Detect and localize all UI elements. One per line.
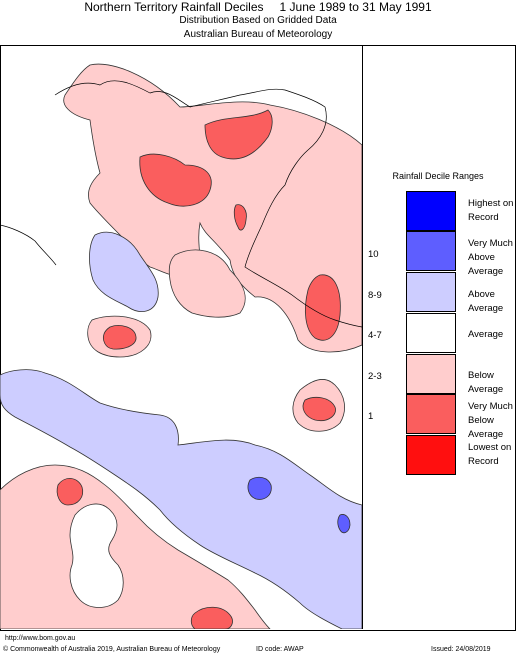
legend-code-8-9: 8-9: [368, 290, 382, 301]
very-much-below-region-2: [204, 109, 273, 160]
legend-label-very-much-below: Very Much Below Average: [468, 401, 513, 440]
footer-copyright: © Commonwealth of Australia 2019, Austra…: [3, 646, 221, 653]
very-much-below-region-1: [139, 153, 212, 207]
subtitle-agency: Australian Bureau of Meteorology: [183, 29, 333, 40]
legend-code-1: 1: [368, 411, 374, 422]
legend-swatch-below: [406, 354, 456, 394]
legend-label-above: Above Average: [468, 289, 504, 314]
below-average-region-southwest: [0, 464, 271, 629]
very-much-below-region-6: [302, 396, 336, 422]
footer-url-link[interactable]: http://www.bom.gov.au: [5, 635, 76, 642]
title-text: Northern Territory Rainfall Deciles: [84, 0, 264, 14]
very-much-above-region-1: [247, 476, 272, 500]
legend-label-below: Below Average: [468, 370, 504, 395]
below-average-region-central: [168, 249, 246, 318]
legend-swatch-very-much-above: [406, 231, 456, 271]
legend-swatch-above: [406, 272, 456, 312]
legend-code-2-3: 2-3: [368, 371, 382, 382]
map-title: Northern Territory Rainfall Deciles 1 Jun…: [0, 0, 516, 14]
above-average-region-1: [89, 231, 159, 312]
legend-title: Rainfall Decile Ranges: [392, 171, 484, 181]
legend-label-lowest: Lowest on Record: [468, 442, 512, 467]
very-much-below-region-5: [103, 325, 137, 350]
legend-swatch-average: [406, 313, 456, 353]
coastline: [0, 80, 362, 328]
above-average-region-band: [0, 369, 362, 629]
very-much-above-region-2: [337, 514, 351, 534]
legend-label-very-much-above: Very Much Above Average: [468, 238, 513, 277]
below-average-region-north: [63, 63, 362, 353]
legend-label-average: Average: [468, 329, 504, 340]
legend-swatch-very-much-below: [406, 394, 456, 434]
legend-swatch-lowest: [406, 435, 456, 475]
very-much-below-region-7: [56, 478, 84, 506]
very-much-below-region-8: [190, 606, 233, 629]
legend-label-highest: Highest on Record: [468, 198, 514, 223]
footer-issued-date: Issued: 24/08/2019: [431, 646, 491, 653]
very-much-below-region-4: [304, 274, 341, 341]
legend-code-10: 10: [368, 249, 379, 260]
subtitle-method: Distribution Based on Gridded Data: [179, 15, 337, 26]
period-text: 1 June 1989 to 31 May 1991: [279, 0, 432, 14]
footer-id-code: ID code: AWAP: [256, 646, 304, 653]
very-much-below-region-3: [233, 204, 247, 231]
legend-code-4-7: 4-7: [368, 330, 382, 341]
legend-swatch-highest: [406, 191, 456, 231]
average-region-southwest-hole: [69, 503, 124, 608]
rainfall-decile-map: [0, 45, 363, 629]
